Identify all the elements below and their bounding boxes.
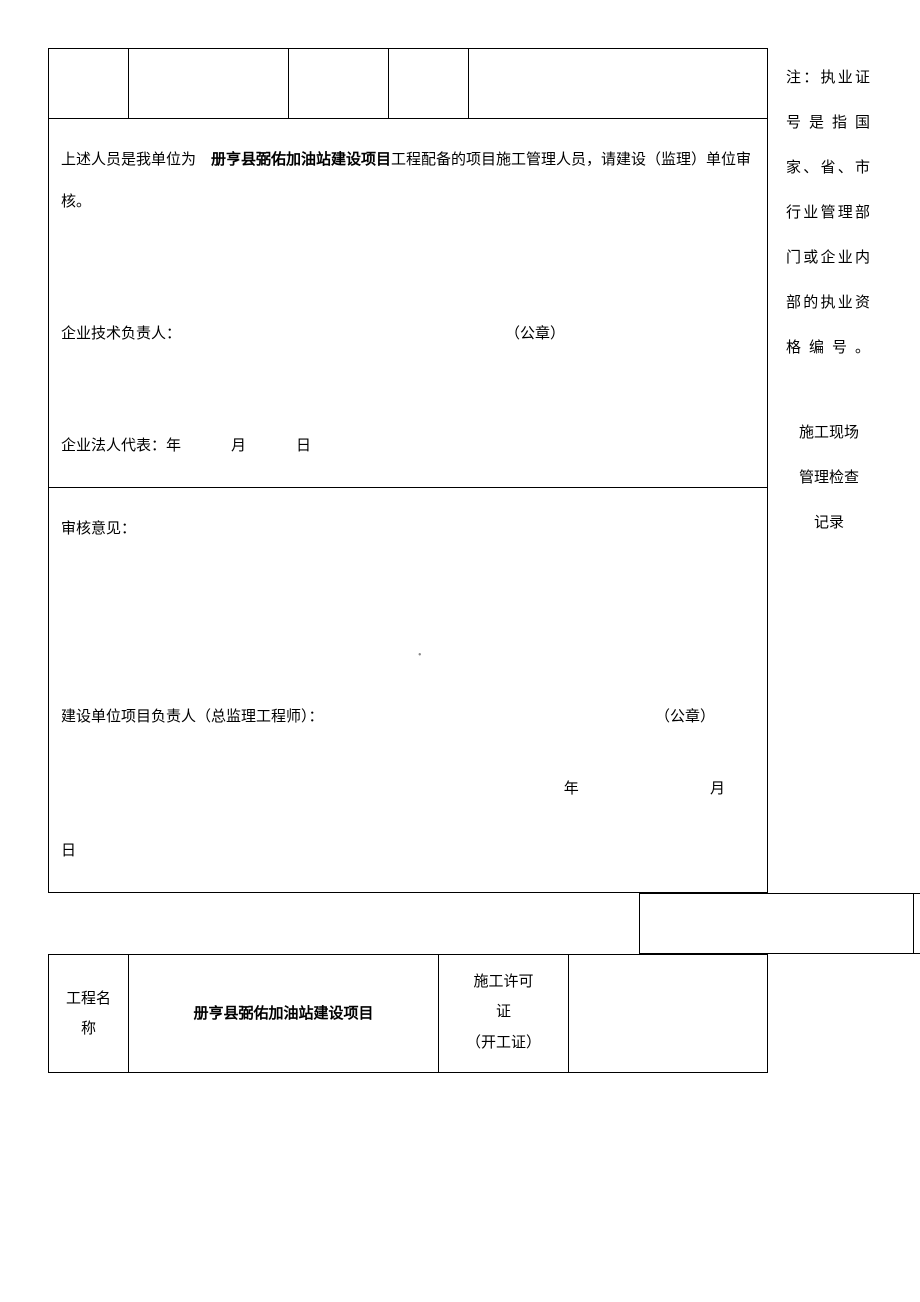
side-note: 注：执业证号是指国家、省、市行业管理部门或企业内部的执业资格编号。 xyxy=(786,56,872,371)
project-name: 册亨县弼佑加油站建设项目 xyxy=(211,151,391,168)
declaration-row: 上述人员是我单位为 册亨县弼佑加油站建设项目工程配备的项目施工管理人员，请建设（… xyxy=(49,119,768,488)
intro-prefix: 上述人员是我单位为 xyxy=(61,152,196,168)
empty-cell xyxy=(289,49,389,119)
connector-cell xyxy=(640,894,914,954)
review-date: 年 月 xyxy=(61,768,755,810)
permit-line1: 施工许可证 xyxy=(445,967,562,1027)
declaration-text: 上述人员是我单位为 册亨县弼佑加油站建设项目工程配备的项目施工管理人员，请建设（… xyxy=(61,139,755,223)
form-table: 上述人员是我单位为 册亨县弼佑加油站建设项目工程配备的项目施工管理人员，请建设（… xyxy=(48,48,768,893)
permit-line2: （开工证） xyxy=(445,1027,562,1060)
project-name-label: 工程名称 xyxy=(49,955,129,1073)
project-name-value: 册亨县弼佑加油站建设项目 xyxy=(129,955,439,1073)
connector-cell xyxy=(914,894,920,954)
empty-cell xyxy=(49,49,129,119)
owner-label: 建设单位项目负责人（总监理工程师）： xyxy=(61,696,324,738)
side-subtitle: 施工现场管理检查记录 xyxy=(786,411,872,546)
legal-rep-label: 企业法人代表： xyxy=(61,425,166,467)
project-name-label-text: 工程名称 xyxy=(55,984,122,1044)
connector-cells xyxy=(639,893,920,954)
empty-cell xyxy=(469,49,768,119)
subtitle-text: 施工现场管理检查记录 xyxy=(786,411,872,546)
seal-text: （公章） xyxy=(505,313,565,355)
review-year: 年 xyxy=(564,781,579,797)
declaration-cell: 上述人员是我单位为 册亨县弼佑加油站建设项目工程配备的项目施工管理人员，请建设（… xyxy=(49,119,768,488)
permit-value xyxy=(569,955,768,1073)
empty-header-row xyxy=(49,49,768,119)
review-cell: 审核意见： 建设单位项目负责人（总监理工程师）： （公章） 年 xyxy=(49,488,768,893)
date-month: 月 xyxy=(231,425,246,467)
seal-text-2: （公章） xyxy=(655,696,715,738)
project-info-table: 工程名称 册亨县弼佑加油站建设项目 施工许可证 （开工证） xyxy=(48,954,768,1073)
page-marker: • xyxy=(418,648,422,664)
review-month: 月 xyxy=(710,781,725,797)
date-year: 年 xyxy=(166,425,181,467)
project-info-row: 工程名称 册亨县弼佑加油站建设项目 施工许可证 （开工证） xyxy=(49,955,768,1073)
review-day: 日 xyxy=(61,830,755,872)
tech-leader-label: 企业技术负责人： xyxy=(61,313,181,355)
empty-cell xyxy=(129,49,289,119)
review-row: 审核意见： 建设单位项目负责人（总监理工程师）： （公章） 年 xyxy=(49,488,768,893)
review-label: 审核意见： xyxy=(61,508,755,550)
date-day: 日 xyxy=(296,425,311,467)
empty-cell xyxy=(389,49,469,119)
permit-label: 施工许可证 （开工证） xyxy=(439,955,569,1073)
